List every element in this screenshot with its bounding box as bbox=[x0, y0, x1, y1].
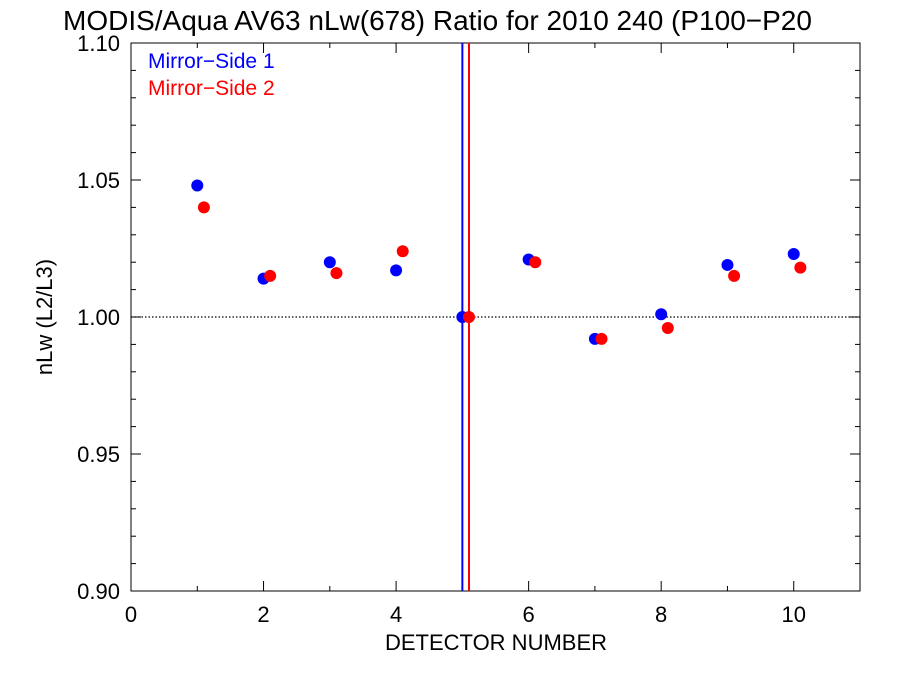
y-axis-label: nLw (L2/L3) bbox=[32, 259, 57, 375]
data-point-series-2 bbox=[728, 269, 741, 282]
data-point-series-1 bbox=[191, 179, 204, 192]
data-point-series-2 bbox=[595, 332, 608, 345]
data-point-series-2 bbox=[462, 311, 475, 323]
legend: Mirror−Side 1 Mirror−Side 2 bbox=[148, 50, 275, 100]
legend-entry: Mirror−Side 2 bbox=[148, 77, 275, 100]
chart-title: MODIS/Aqua AV63 nLw(678) Ratio for 2010 … bbox=[63, 5, 812, 36]
x-tick-label: 10 bbox=[781, 602, 805, 627]
minor-ticks bbox=[131, 43, 861, 591]
y-tick-label: 1.10 bbox=[77, 31, 120, 56]
major-ticks bbox=[130, 42, 860, 592]
data-point-series-2 bbox=[264, 269, 277, 282]
y-tick-label: 0.90 bbox=[77, 579, 120, 604]
y-tick-label: 1.00 bbox=[77, 305, 120, 330]
data-point-series-2 bbox=[197, 201, 210, 214]
data-point-series-1 bbox=[323, 256, 336, 269]
data-point-series-2 bbox=[396, 245, 409, 258]
data-point-series-2 bbox=[330, 267, 343, 280]
data-points bbox=[191, 179, 807, 345]
data-point-series-2 bbox=[661, 321, 674, 334]
x-tick-label: 6 bbox=[523, 602, 535, 627]
y-tick-label: 1.05 bbox=[77, 168, 120, 193]
data-point-series-2 bbox=[529, 256, 542, 269]
data-point-series-1 bbox=[787, 247, 800, 260]
y-tick-labels: 0.90 0.95 1.00 1.05 1.10 bbox=[77, 31, 120, 604]
x-tick-label: 8 bbox=[655, 602, 667, 627]
x-tick-label: 2 bbox=[257, 602, 269, 627]
y-tick-label: 0.95 bbox=[77, 442, 120, 467]
data-point-series-1 bbox=[721, 258, 734, 271]
x-axis-label: DETECTOR NUMBER bbox=[385, 630, 607, 655]
data-point-series-1 bbox=[390, 264, 403, 277]
data-point-series-1 bbox=[655, 308, 668, 321]
x-tick-label: 0 bbox=[125, 602, 137, 627]
data-point-series-2 bbox=[794, 261, 807, 274]
x-tick-label: 4 bbox=[390, 602, 402, 627]
x-tick-labels: 0 2 4 6 8 10 bbox=[125, 602, 806, 627]
legend-entry: Mirror−Side 1 bbox=[148, 50, 275, 73]
